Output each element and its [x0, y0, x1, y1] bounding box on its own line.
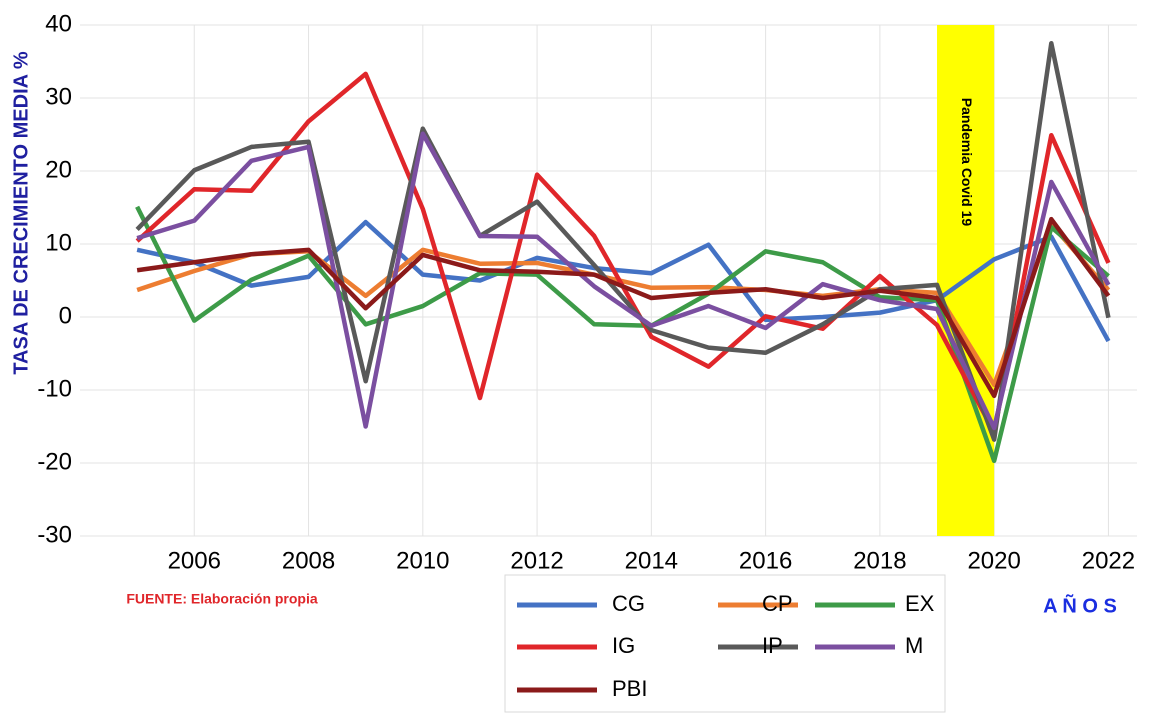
legend-label: CP: [762, 591, 793, 616]
x-tick-label: 2020: [967, 547, 1020, 574]
y-tick-label: 10: [45, 229, 72, 256]
y-tick-label: 20: [45, 156, 72, 183]
x-tick-label: 2014: [625, 547, 678, 574]
x-tick-label: 2008: [282, 547, 335, 574]
legend-label: EX: [905, 591, 935, 616]
source-note: FUENTE: Elaboración propia: [126, 591, 318, 607]
x-tick-label: 2010: [396, 547, 449, 574]
legend-label: IP: [762, 633, 783, 658]
x-tick-label: 2016: [739, 547, 792, 574]
legend-label: M: [905, 633, 923, 658]
y-tick-label: -30: [37, 521, 72, 548]
x-tick-label: 2022: [1082, 547, 1135, 574]
y-tick-label: 30: [45, 83, 72, 110]
x-axis-title: A Ñ O S: [1043, 594, 1117, 617]
series-line: [136, 216, 1111, 399]
legend-label: CG: [612, 591, 645, 616]
series-line: [136, 219, 1111, 343]
y-axis-title: TASA DE CRECIMIENTO MEDIA %: [10, 51, 32, 375]
y-tick-label: -10: [37, 375, 72, 402]
y-tick-label: 40: [45, 10, 72, 37]
y-tick-label: 0: [59, 302, 72, 329]
y-tick-label: -20: [37, 448, 72, 475]
series-line: [136, 131, 1111, 431]
x-tick-label: 2006: [168, 547, 221, 574]
legend-label: IG: [612, 633, 635, 658]
band-label: Pandemia Covid 19: [959, 98, 975, 227]
legend-label: PBI: [612, 676, 647, 701]
x-tick-label: 2012: [510, 547, 563, 574]
x-tick-label: 2018: [853, 547, 906, 574]
